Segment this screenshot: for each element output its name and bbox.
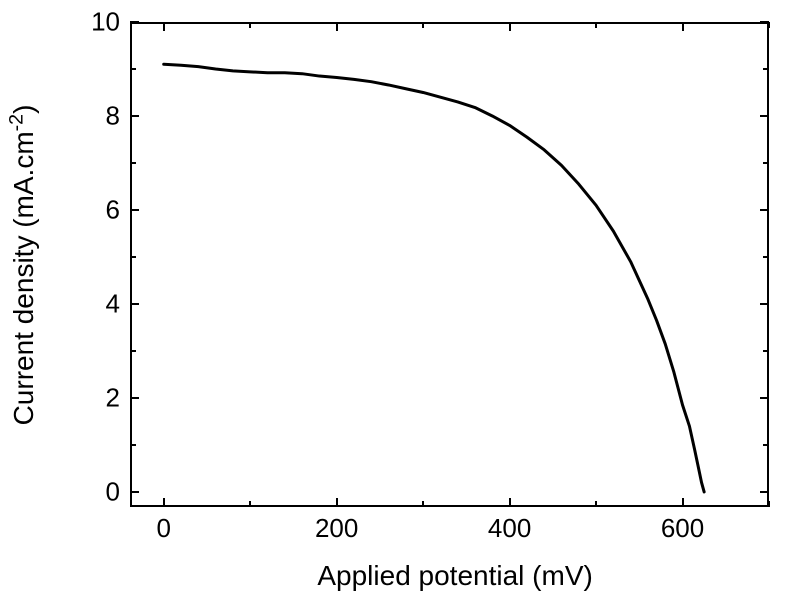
y-tick-label: 8 [106,100,120,131]
jv-curve-path [164,64,704,492]
y-tick-label: 0 [106,476,120,507]
y-tick-label: 10 [91,7,120,38]
y-tick-label: 2 [106,382,120,413]
x-tick-label: 200 [315,513,358,544]
y-tick-label: 4 [106,288,120,319]
x-tick-label: 600 [661,513,704,544]
jv-curve-figure: 0 200 400 600 0 2 4 6 8 10 Applied potential (mV) C… [0,0,800,604]
y-axis-label: Current density (mA.cm-2) [6,104,40,425]
jv-curve [130,22,769,507]
plot-area [130,22,769,507]
x-tick-label: 400 [488,513,531,544]
x-axis-label: Applied potential (mV) [317,560,592,592]
x-tick-label: 0 [156,513,170,544]
y-tick-label: 6 [106,194,120,225]
